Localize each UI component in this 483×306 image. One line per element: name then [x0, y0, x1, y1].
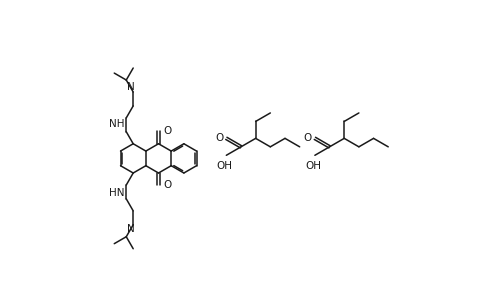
- Text: NH: NH: [109, 119, 125, 129]
- Text: N: N: [127, 224, 135, 234]
- Text: O: O: [303, 132, 312, 143]
- Text: N: N: [127, 82, 135, 92]
- Text: OH: OH: [217, 161, 233, 171]
- Text: OH: OH: [305, 161, 321, 171]
- Text: HN: HN: [109, 188, 125, 198]
- Text: O: O: [163, 181, 171, 190]
- Text: O: O: [215, 132, 223, 143]
- Text: O: O: [163, 126, 171, 136]
